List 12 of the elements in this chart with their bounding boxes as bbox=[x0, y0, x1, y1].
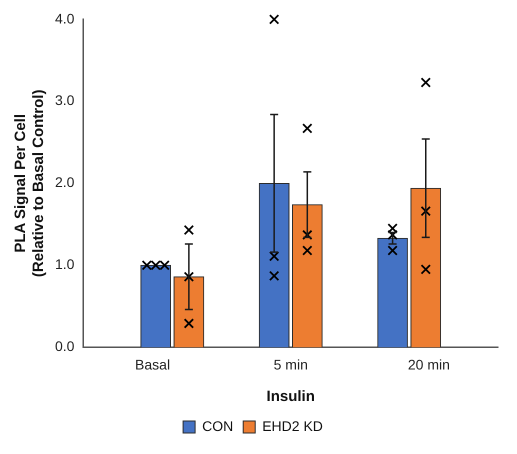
x-axis-title: Insulin bbox=[266, 388, 315, 406]
y-tick-label: 4.0 bbox=[54, 10, 75, 26]
y-tick-label: 0.0 bbox=[54, 338, 75, 354]
x-tick-label: 20 min bbox=[408, 356, 450, 372]
legend-label: CON bbox=[202, 418, 234, 434]
x-tick-label: 5 min bbox=[274, 356, 308, 372]
y-tick-label: 2.0 bbox=[54, 174, 75, 190]
legend-label: EHD2 KD bbox=[262, 418, 323, 434]
y-axis-title: PLA Signal Per Cell (Relative to Basal Control) bbox=[12, 90, 48, 278]
y-tick-label: 1.0 bbox=[54, 256, 75, 272]
x-tick-label: Basal bbox=[135, 356, 170, 372]
y-tick-label: 3.0 bbox=[54, 92, 75, 108]
